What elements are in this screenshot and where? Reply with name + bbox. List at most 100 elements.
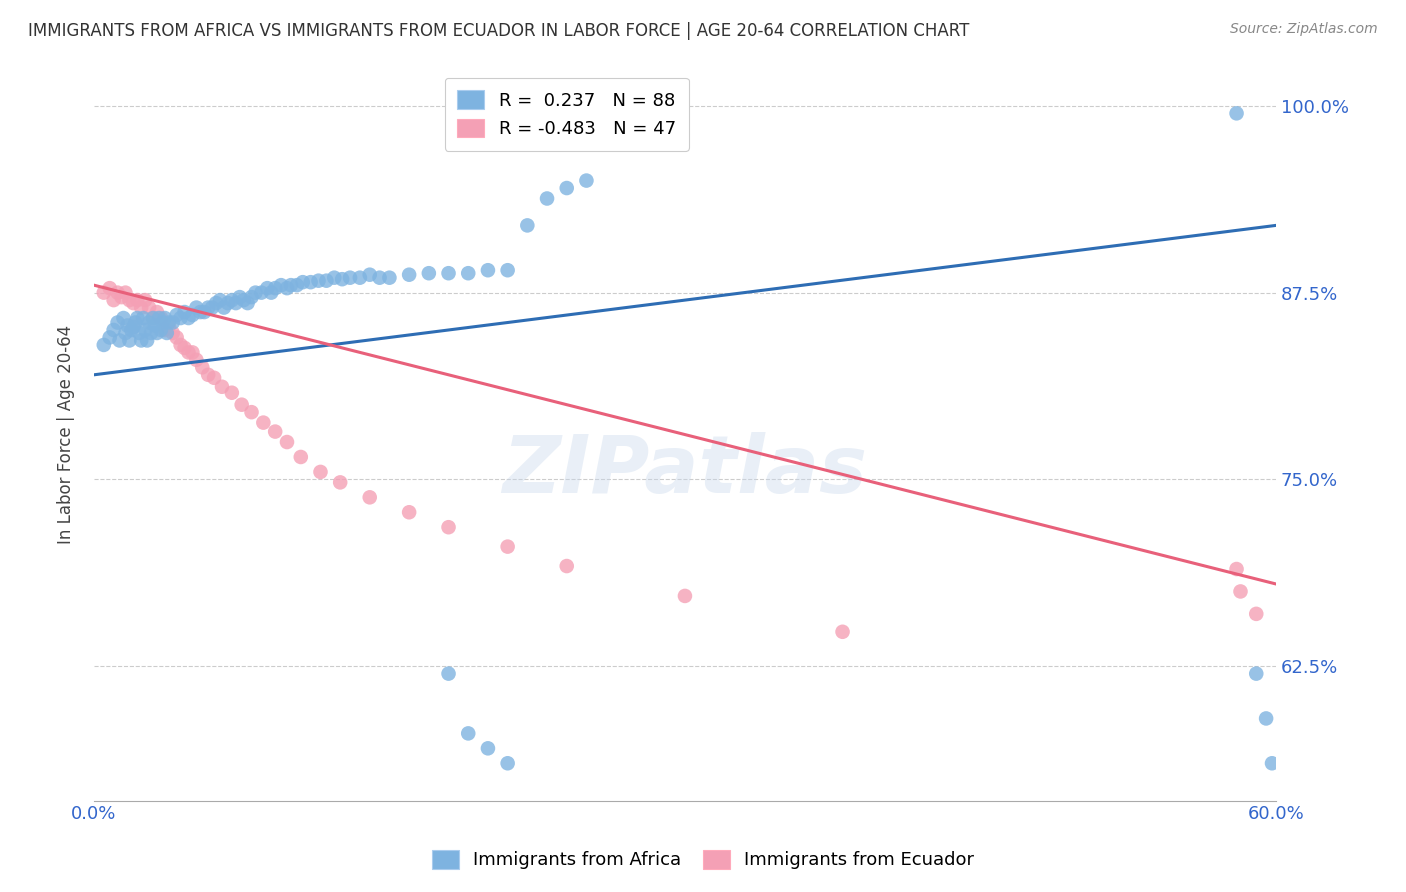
Point <box>1256 711 1278 725</box>
Point <box>228 290 250 304</box>
Point <box>1225 106 1247 120</box>
Point <box>103 293 125 307</box>
Point <box>315 274 337 288</box>
Point <box>134 323 156 337</box>
Y-axis label: In Labor Force | Age 20-64: In Labor Force | Age 20-64 <box>58 325 75 544</box>
Point <box>152 316 174 330</box>
Point <box>329 475 352 490</box>
Point <box>98 281 121 295</box>
Point <box>148 311 170 326</box>
Point <box>129 301 152 315</box>
Point <box>129 334 152 348</box>
Point <box>398 268 420 282</box>
Point <box>270 278 292 293</box>
Point <box>138 301 160 315</box>
Point <box>477 741 499 756</box>
Point <box>256 281 278 295</box>
Point <box>1225 562 1247 576</box>
Point <box>496 263 519 277</box>
Point <box>359 268 381 282</box>
Point <box>142 311 165 326</box>
Point <box>437 266 460 280</box>
Point <box>136 334 159 348</box>
Point <box>211 380 233 394</box>
Point <box>1261 756 1284 771</box>
Point <box>173 305 195 319</box>
Point <box>143 318 166 333</box>
Point <box>103 323 125 337</box>
Point <box>108 334 131 348</box>
Point <box>201 301 224 315</box>
Point <box>202 371 225 385</box>
Point <box>236 296 259 310</box>
Point <box>217 296 239 310</box>
Point <box>221 293 243 307</box>
Point <box>118 293 141 307</box>
Point <box>188 305 211 319</box>
Point <box>280 278 302 293</box>
Point <box>127 311 149 326</box>
Point <box>260 285 283 300</box>
Point <box>205 296 228 310</box>
Point <box>555 181 578 195</box>
Point <box>245 285 267 300</box>
Point <box>166 330 188 344</box>
Point <box>157 320 180 334</box>
Point <box>186 352 208 367</box>
Point <box>162 316 184 330</box>
Point <box>1229 584 1251 599</box>
Point <box>169 338 191 352</box>
Point <box>122 320 145 334</box>
Point <box>153 323 176 337</box>
Point <box>166 308 188 322</box>
Point <box>162 326 184 340</box>
Point <box>114 326 136 340</box>
Point <box>156 326 179 340</box>
Point <box>225 296 247 310</box>
Point <box>173 341 195 355</box>
Legend: R =  0.237   N = 88, R = -0.483   N = 47: R = 0.237 N = 88, R = -0.483 N = 47 <box>444 78 689 151</box>
Point <box>118 334 141 348</box>
Point <box>240 290 263 304</box>
Point <box>193 305 215 319</box>
Point <box>290 450 312 464</box>
Point <box>177 311 200 326</box>
Point <box>1244 607 1267 621</box>
Point <box>208 293 231 307</box>
Point <box>250 285 273 300</box>
Point <box>673 589 696 603</box>
Point <box>197 301 219 315</box>
Point <box>457 726 479 740</box>
Point <box>157 316 180 330</box>
Point <box>231 398 253 412</box>
Point <box>240 405 263 419</box>
Point <box>232 293 254 307</box>
Point <box>181 345 204 359</box>
Point <box>536 192 558 206</box>
Point <box>477 263 499 277</box>
Point <box>177 345 200 359</box>
Point <box>127 293 149 307</box>
Point <box>496 540 519 554</box>
Point <box>437 520 460 534</box>
Point <box>138 316 160 330</box>
Point <box>93 338 115 352</box>
Point <box>330 272 353 286</box>
Point <box>264 425 287 439</box>
Point <box>146 305 169 319</box>
Point <box>114 285 136 300</box>
Point <box>186 301 208 315</box>
Point <box>276 281 298 295</box>
Point <box>110 290 132 304</box>
Point <box>555 559 578 574</box>
Point <box>457 266 479 280</box>
Point <box>149 323 172 337</box>
Point <box>181 308 204 322</box>
Point <box>153 311 176 326</box>
Point <box>496 756 519 771</box>
Point <box>252 416 274 430</box>
Point <box>339 270 361 285</box>
Point <box>831 624 853 639</box>
Point <box>291 275 314 289</box>
Point <box>212 301 235 315</box>
